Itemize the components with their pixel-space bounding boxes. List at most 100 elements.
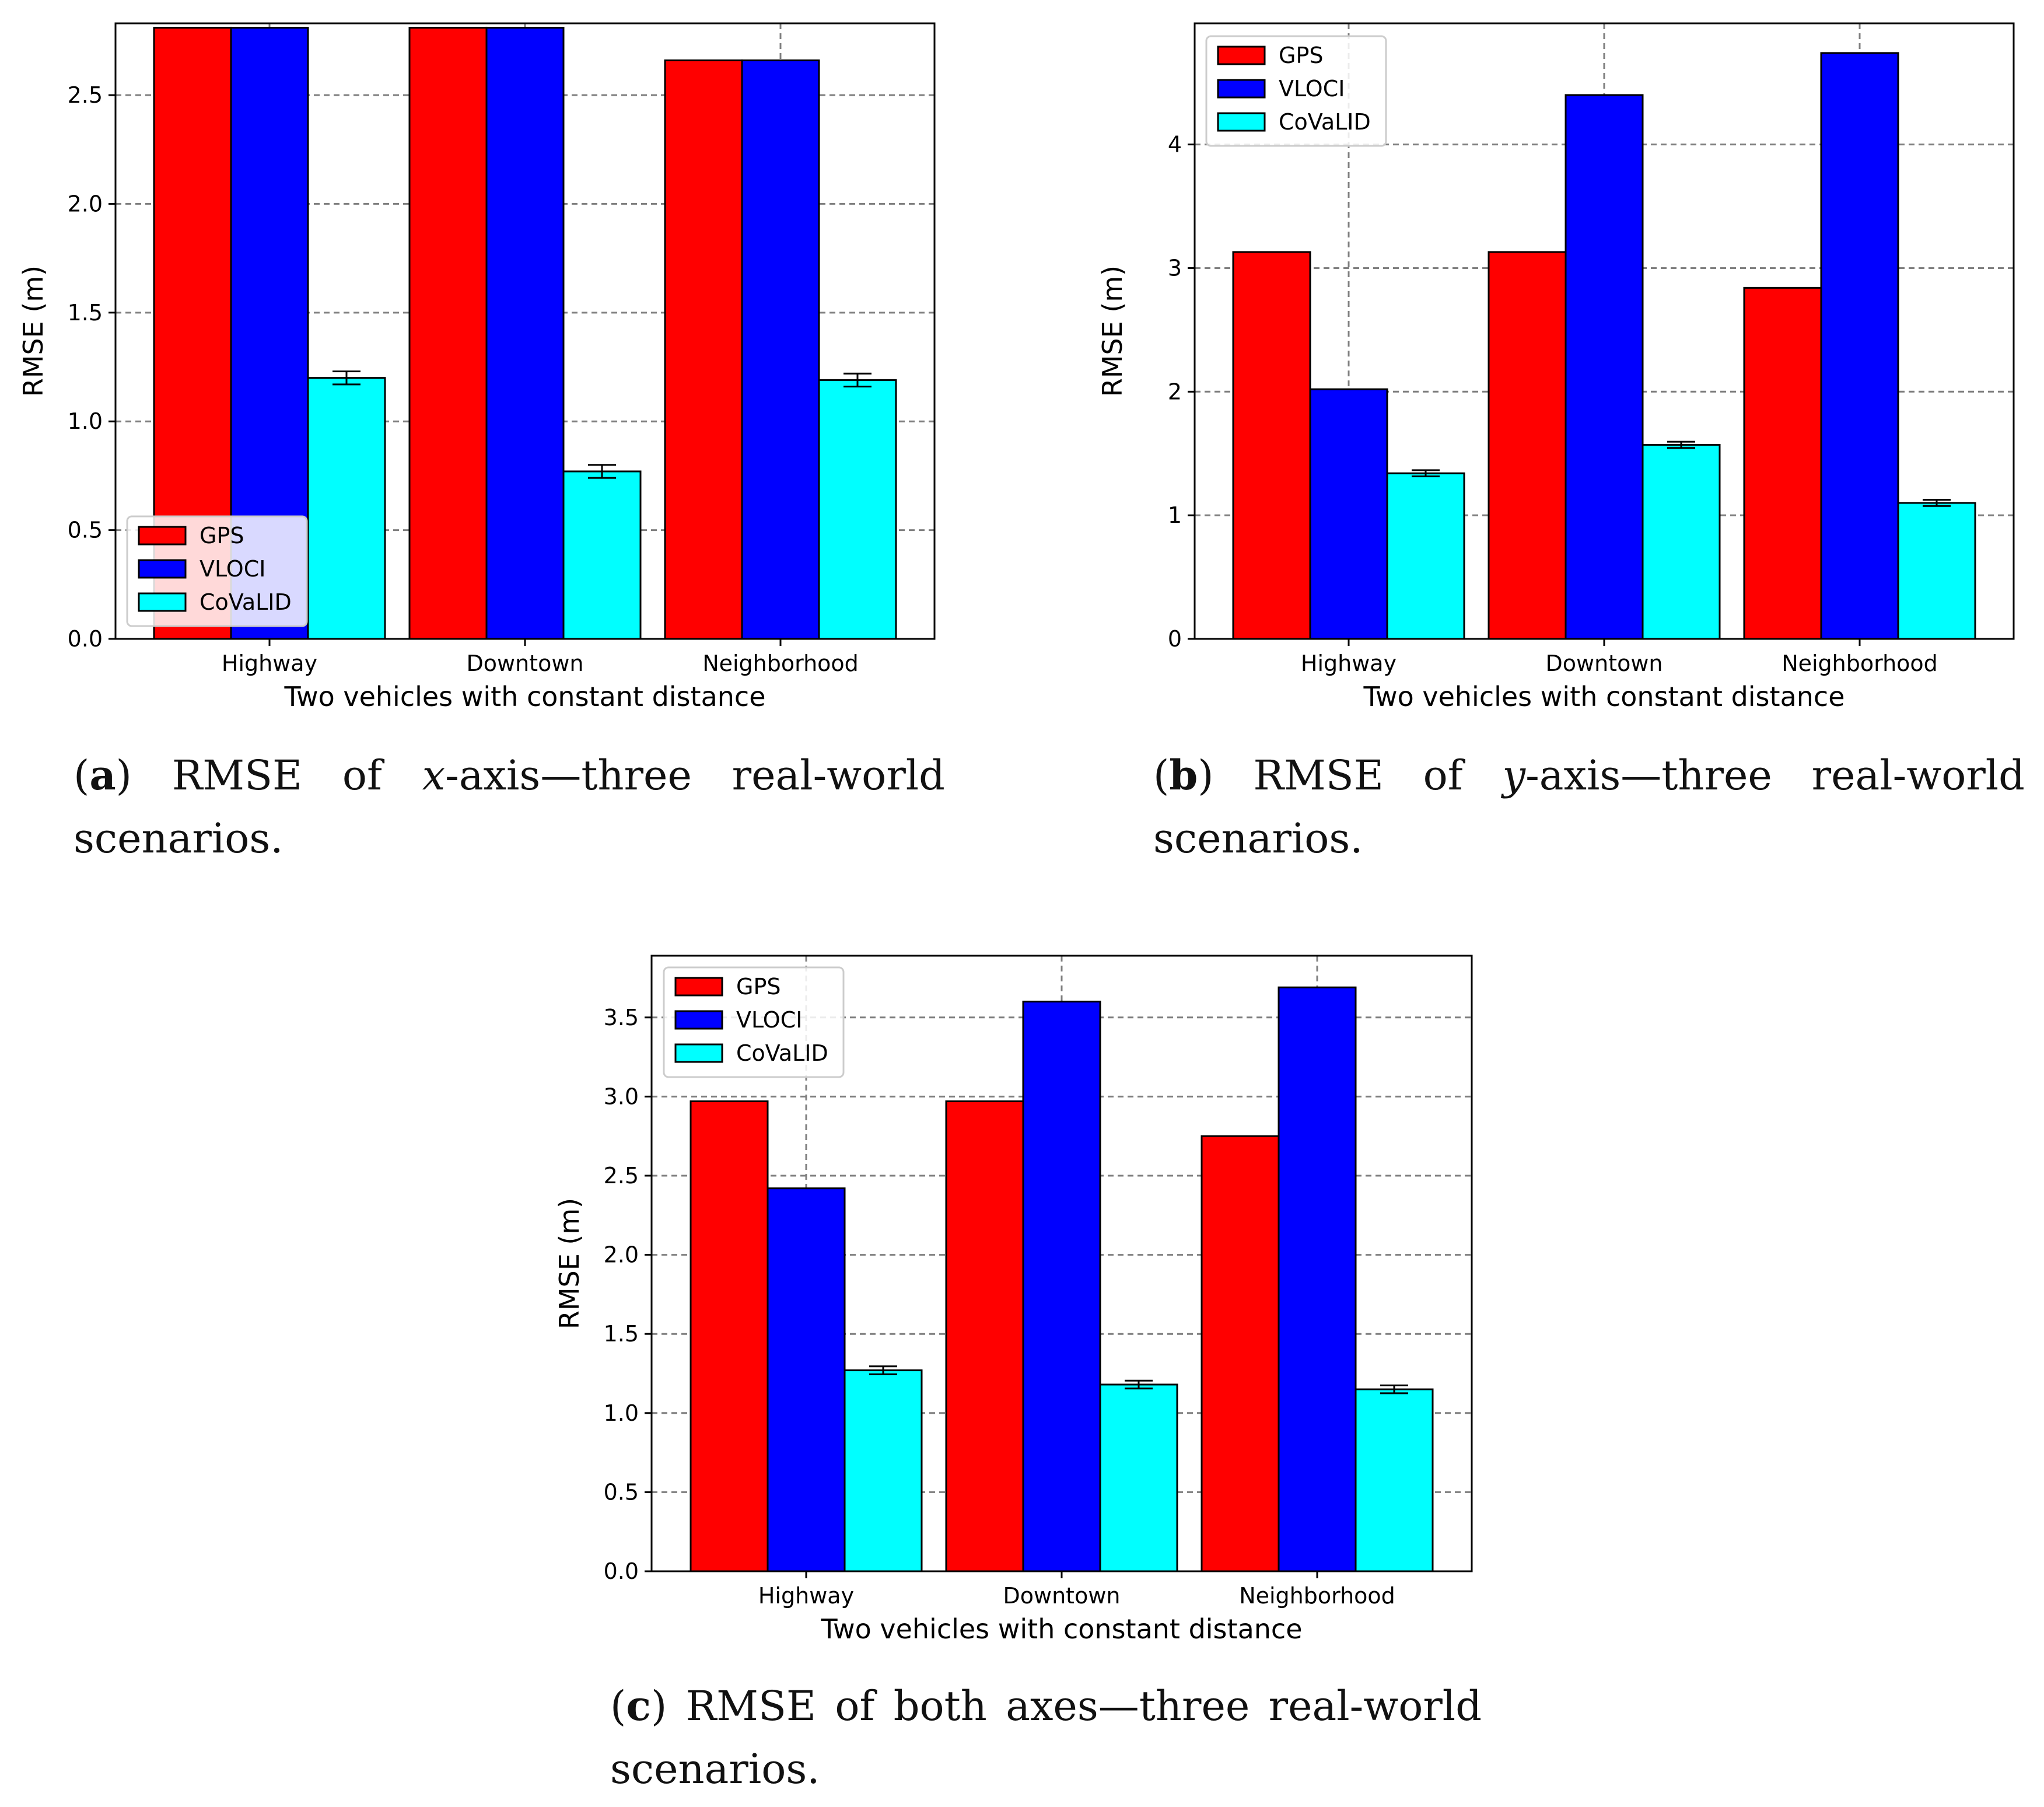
bar-vloci-neighborhood (1278, 986, 1357, 1572)
caption-a-line1: (a) RMSE of x-axis—three real-world (74, 751, 945, 799)
caption-c: (c) RMSE of both axes—three real-world s… (610, 1675, 1482, 1801)
caption-b-post: -axis—three real-world (1525, 752, 2025, 799)
x-axis-label: Two vehicles with constant distance (1363, 681, 1845, 712)
bar-gps-highway (1232, 251, 1311, 640)
bar-gps-downtown (408, 26, 488, 640)
caption-b-line1: (b) RMSE of y-axis—three real-world (1153, 751, 2025, 799)
caption-b: (b) RMSE of y-axis—three real-world scen… (1153, 744, 2025, 870)
y-tick-label: 3.0 (604, 1083, 639, 1109)
legend-label-vloci: VLOCI (1279, 76, 1345, 102)
x-tick-label-highway: Highway (222, 651, 317, 676)
caption-a: (a) RMSE of x-axis—three real-world scen… (74, 744, 945, 870)
y-tick-label: 0.5 (68, 518, 103, 543)
x-tick-label-neighborhood: Neighborhood (1239, 1583, 1395, 1609)
bar-covalid-highway (844, 1369, 923, 1572)
legend: GPS VLOCI CoVaLID (663, 966, 845, 1078)
legend-label-vloci: VLOCI (200, 556, 265, 582)
legend-label-gps: GPS (200, 523, 244, 548)
chart-a: 0.0 0.5 1.0 1.5 2.0 2.5 Highway Downtown Neighbo… (18, 22, 936, 712)
bar-covalid-downtown (562, 470, 642, 640)
caption-b-line2: scenarios. (1153, 815, 1363, 862)
bar-covalid-neighborhood (1354, 1388, 1434, 1572)
y-tick-label: 0.0 (604, 1558, 639, 1584)
bar-vloci-downtown (1022, 1001, 1101, 1572)
legend-swatch-covalid (674, 1043, 723, 1063)
bar-gps-neighborhood (1200, 1135, 1280, 1572)
caption-b-tag: b (1169, 751, 1198, 799)
bar-gps-downtown (1488, 251, 1567, 640)
y-axis-label: RMSE (m) (18, 265, 49, 397)
bar-vloci-downtown (485, 26, 565, 640)
bar-covalid-highway (307, 377, 386, 640)
y-tick-label: 2.5 (604, 1163, 639, 1189)
x-axis-label: Two vehicles with constant distance (820, 1613, 1302, 1645)
y-tick-label: 0.0 (68, 626, 103, 652)
bar-gps-highway (690, 1100, 769, 1572)
caption-c-tag: c (626, 1682, 651, 1730)
legend-swatch-covalid (138, 592, 187, 612)
legend-label-vloci: VLOCI (736, 1007, 802, 1033)
y-tick-label: 2.5 (68, 82, 103, 108)
x-axis-label: Two vehicles with constant distance (284, 681, 765, 712)
bar-gps-downtown (945, 1100, 1024, 1572)
bar-vloci-downtown (1564, 94, 1644, 640)
caption-a-line2: scenarios. (74, 815, 284, 862)
x-tick-label-highway: Highway (1301, 651, 1396, 676)
legend-swatch-gps (1217, 46, 1266, 65)
caption-b-pre: RMSE of (1253, 752, 1503, 799)
y-tick-label: 0 (1168, 626, 1182, 652)
legend-swatch-vloci (1217, 79, 1266, 99)
bar-gps-neighborhood (664, 59, 743, 640)
bar-covalid-downtown (1099, 1383, 1178, 1572)
legend-swatch-vloci (138, 559, 187, 579)
caption-c-line1: (c) RMSE of both axes—three real-world (610, 1682, 1482, 1730)
x-tick-label-downtown: Downtown (1003, 1583, 1121, 1609)
y-axis-label: RMSE (m) (1097, 265, 1128, 397)
legend-swatch-gps (674, 977, 723, 997)
caption-a-post: -axis—three real-world (445, 752, 945, 799)
y-tick-label: 1.5 (68, 300, 103, 326)
bar-covalid-neighborhood (818, 379, 897, 640)
legend-label-covalid: CoVaLID (736, 1040, 828, 1066)
y-tick-label: 2.0 (68, 191, 103, 216)
y-tick-label: 1 (1168, 502, 1182, 528)
y-tick-label: 1.5 (604, 1321, 639, 1347)
legend: GPS VLOCI CoVaLID (126, 515, 308, 627)
chart-c: 0.0 0.5 1.0 1.5 2.0 2.5 3.0 3.5 Highway Downtown N… (554, 955, 1473, 1645)
chart-b: 0 1 2 3 4 Highway Downtown Neighborhood Two vehi… (1097, 22, 2015, 712)
bar-covalid-neighborhood (1897, 502, 1976, 640)
bar-vloci-highway (766, 1187, 846, 1572)
legend-label-covalid: CoVaLID (1279, 109, 1371, 135)
caption-c-line2: scenarios. (610, 1745, 820, 1793)
legend: GPS VLOCI CoVaLID (1205, 35, 1387, 147)
x-tick-label-downtown: Downtown (1546, 651, 1663, 676)
y-tick-label: 3 (1168, 255, 1182, 281)
y-tick-label: 0.5 (604, 1479, 639, 1505)
bar-vloci-neighborhood (1820, 52, 1899, 640)
y-tick-label: 2 (1168, 379, 1182, 404)
y-axis-label: RMSE (m) (554, 1198, 585, 1329)
caption-c-pre: RMSE of both axes—three real-world (685, 1682, 1482, 1730)
bar-vloci-highway (1309, 388, 1388, 640)
y-tick-label: 1.0 (604, 1400, 639, 1426)
y-tick-label: 3.5 (604, 1005, 639, 1030)
caption-a-pre: RMSE of (172, 752, 422, 799)
y-tick-label: 1.0 (68, 408, 103, 434)
caption-b-axis: y (1502, 752, 1526, 799)
caption-a-axis: x (422, 752, 446, 799)
bar-covalid-highway (1386, 472, 1465, 640)
legend-label-gps: GPS (736, 974, 780, 999)
y-tick-label: 4 (1168, 132, 1182, 158)
legend-swatch-gps (138, 526, 187, 546)
bar-vloci-neighborhood (741, 59, 820, 640)
x-tick-label-neighborhood: Neighborhood (1782, 651, 1938, 676)
x-tick-label-downtown: Downtown (467, 651, 584, 676)
bar-gps-neighborhood (1743, 286, 1822, 640)
legend-swatch-vloci (674, 1010, 723, 1030)
legend-label-gps: GPS (1279, 43, 1323, 68)
x-tick-label-highway: Highway (758, 1583, 854, 1609)
caption-a-tag: a (89, 751, 116, 799)
y-tick-label: 2.0 (604, 1242, 639, 1268)
legend-swatch-covalid (1217, 112, 1266, 132)
